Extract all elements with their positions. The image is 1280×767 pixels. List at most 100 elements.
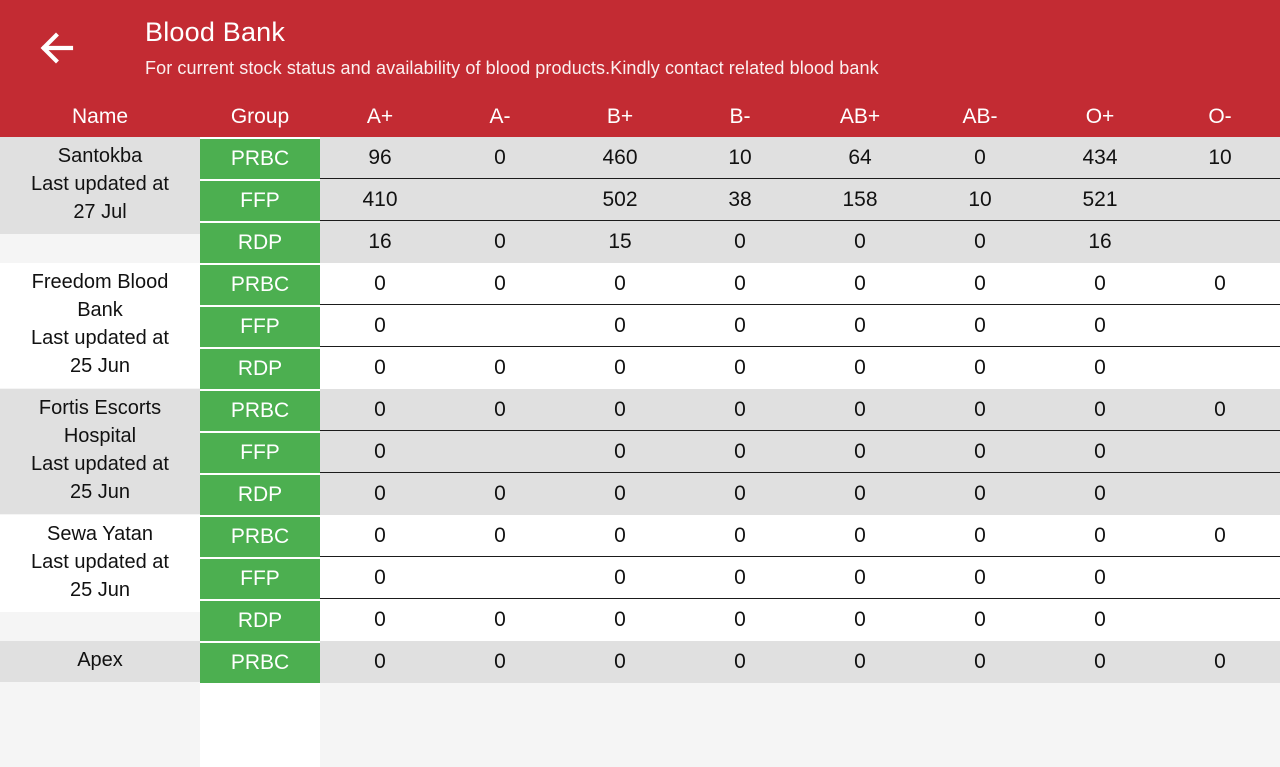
stock-value-cell: 0 [1214,397,1226,421]
stock-value-cell [1160,347,1280,389]
stock-value-cell: 16 [1088,230,1112,253]
blood-product-cell: PRBC [200,391,320,431]
bank-name-column: Apex [0,641,200,767]
stock-value-cell: 0 [1214,523,1226,547]
stock-value-cell [1160,599,1280,641]
stock-value-cell: 0 [1214,650,1226,673]
bank-group-row: Freedom Blood Bank Last updated at 25 Jun P… [0,263,1280,389]
stock-value-cell: 0 [974,271,986,295]
stock-value-cell: 0 [1094,482,1106,505]
bank-name-column: Sewa Yatan Last updated at 25 Jun [0,515,200,641]
stock-value-row: 0 0 0 0 0 0 0 0 [320,389,1280,431]
blood-product-cell: PRBC [200,265,320,305]
stock-value-row: 0 0 0 0 0 0 0 0 [320,515,1280,557]
stock-value-cell: 0 [374,271,386,295]
stock-value-cell: 0 [854,230,866,253]
page-subtitle: For current stock status and availabilit… [145,58,879,78]
stock-value-cell: 0 [374,482,386,505]
stock-value-cell: 10 [728,145,752,169]
bank-updated-date: 25 Jun [69,481,131,503]
blood-product-cell: FFP [200,433,320,473]
bank-updated-label: Last updated at [31,453,169,475]
stock-value-cell: 0 [494,650,506,673]
stock-value-cell: 0 [974,313,986,337]
blood-product-cell: RDP [200,475,320,515]
page-title: Blood Bank [145,17,286,47]
bank-name: Sewa Yatan [46,523,153,545]
stock-value-cell [1160,305,1280,346]
stock-value-row: 0 0 0 0 0 0 0 [320,599,1280,641]
bank-name-cell: Fortis Escorts Hospital Last updated at 25… [0,389,200,514]
stock-value-cell: 0 [854,523,866,547]
stock-value-cell: 0 [854,482,866,505]
stock-value-cell: 0 [1094,439,1106,463]
stock-value-cell: 0 [734,608,746,631]
stock-value-cell: 16 [368,230,392,253]
bank-group-row: Sewa Yatan Last updated at 25 Jun PRBC FFP RD… [0,515,1280,641]
stock-value-cell: 0 [854,565,866,589]
stock-value-cell: 0 [734,313,746,337]
stock-value-cell: 0 [974,145,986,169]
stock-value-cell: 0 [974,565,986,589]
stock-value-cell: 96 [368,145,392,169]
stock-value-row: 0 0 0 0 0 0 0 [320,473,1280,515]
stock-value-cell: 0 [1094,397,1106,421]
bank-name-column: Freedom Blood Bank Last updated at 25 Jun [0,263,200,389]
stock-value-cell: 0 [374,356,386,379]
stock-value-cell: 10 [968,187,992,211]
stock-value-cell: 0 [614,313,626,337]
back-button[interactable] [32,24,80,72]
stock-value-cell: 0 [974,397,986,421]
stock-value-cell: 0 [854,439,866,463]
blood-product-cell: FFP [200,307,320,347]
stock-value-cell: 0 [494,482,506,505]
stock-values-area: 96 0 460 10 64 0 434 10 410 502 38 158 10 521 16 0 15 0 0 0… [320,137,1280,263]
stock-value-cell: 0 [734,482,746,505]
stock-value-cell: 0 [734,439,746,463]
stock-value-cell: 0 [374,523,386,547]
column-header: Group [230,104,290,128]
blood-product-cell: PRBC [200,139,320,179]
stock-value-cell [440,557,560,598]
blood-product-cell: RDP [200,349,320,389]
stock-value-cell: 0 [614,650,626,673]
bank-name: Santokba [57,145,143,167]
stock-value-cell: 0 [974,523,986,547]
column-header-row: Name Group A+ A- B+ B- AB+ AB- O+ O- [0,96,1280,137]
stock-value-cell: 460 [602,145,638,169]
stock-value-row: 0 0 0 0 0 0 0 0 [320,641,1280,683]
blood-product-cell: FFP [200,181,320,221]
bank-updated-date: 25 Jun [69,355,131,377]
stock-value-cell: 0 [494,608,506,631]
stock-value-cell: 0 [734,650,746,673]
stock-value-cell: 0 [1094,523,1106,547]
blood-product-column: PRBC [200,641,320,767]
stock-value-cell: 0 [854,313,866,337]
stock-value-cell: 0 [494,356,506,379]
bank-updated-label: Last updated at [31,551,169,573]
stock-value-cell [1160,431,1280,472]
stock-value-cell: 0 [1214,271,1226,295]
stock-value-row: 0 0 0 0 0 0 [320,305,1280,347]
bank-name-cell: Santokba Last updated at 27 Jul [0,137,200,234]
stock-value-cell: 38 [728,187,752,211]
bank-name: Apex [77,649,123,671]
stock-value-cell [440,179,560,220]
stock-value-cell: 0 [614,565,626,589]
column-header: Name [71,104,129,128]
bank-name: Freedom Blood Bank [31,271,169,321]
stock-value-cell [1160,557,1280,598]
column-header: O- [1208,104,1232,128]
stock-value-cell: 0 [614,397,626,421]
stock-value-cell: 0 [974,608,986,631]
bank-updated-label: Last updated at [31,327,169,349]
blood-product-cell: FFP [200,559,320,599]
stock-value-cell: 0 [614,482,626,505]
stock-value-cell [440,431,560,472]
stock-value-cell: 0 [494,230,506,253]
stock-value-cell: 0 [614,608,626,631]
stock-value-cell: 0 [374,608,386,631]
stock-value-cell [1160,473,1280,515]
stock-value-cell [440,305,560,346]
stock-value-cell: 0 [854,397,866,421]
